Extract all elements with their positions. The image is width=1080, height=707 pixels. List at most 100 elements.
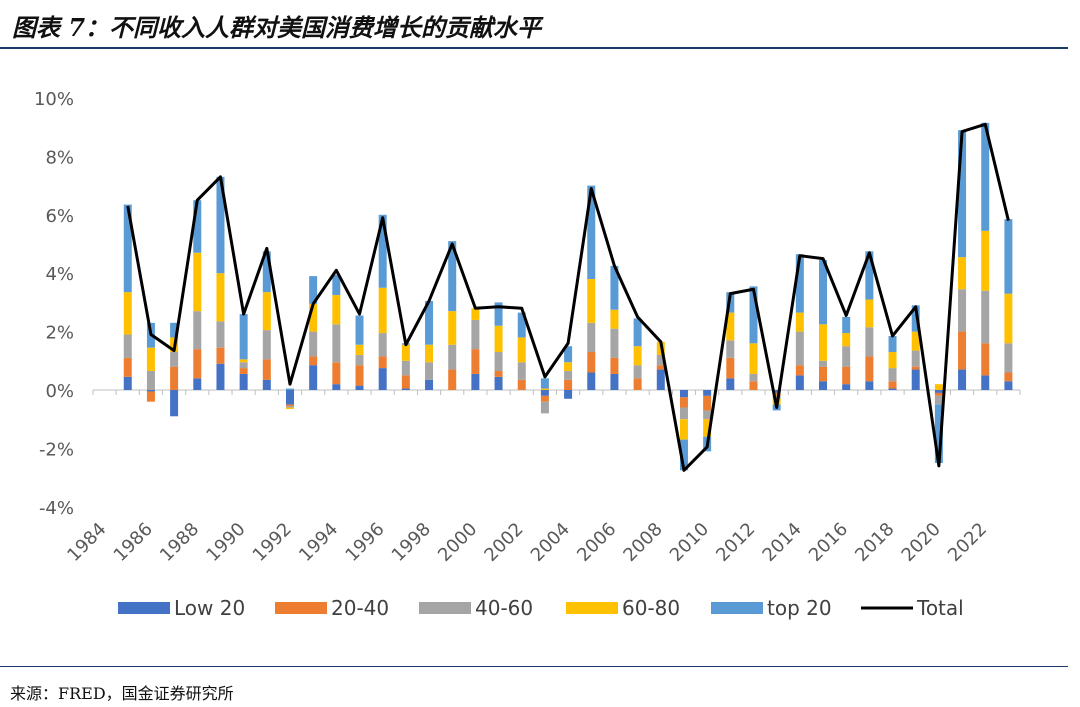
bar-segment	[934, 384, 943, 390]
bar-segment	[540, 390, 549, 396]
bar-segment	[633, 346, 642, 366]
bar-segment	[216, 347, 225, 364]
bar-segment	[703, 419, 712, 437]
bar-segment	[123, 334, 132, 358]
x-tick-label: 1996	[341, 519, 388, 566]
bar-segment	[656, 354, 665, 366]
bar-segment	[564, 390, 573, 399]
bar-segment	[842, 333, 851, 347]
bar-segment	[819, 366, 828, 382]
bar-segment	[1004, 372, 1013, 382]
bar-segment	[888, 388, 897, 390]
bar-segment	[262, 379, 271, 390]
bar-segment	[958, 369, 967, 390]
x-tick-label: 2004	[527, 519, 574, 566]
bar-segment	[1004, 381, 1013, 390]
bar-segment	[517, 337, 526, 363]
bar-segment	[309, 331, 318, 357]
bar-segment	[540, 401, 549, 414]
bar-segment	[332, 384, 341, 390]
legend-label: 40-60	[475, 596, 533, 620]
bar-segment	[795, 331, 804, 366]
bar-segment	[564, 362, 573, 372]
bar-segment	[332, 362, 341, 385]
title-rule	[0, 47, 1068, 49]
legend-swatch	[711, 602, 763, 614]
bar-segment	[679, 419, 688, 440]
bar-segment	[795, 312, 804, 332]
bar-segment	[726, 378, 735, 390]
bar-segment	[239, 373, 248, 390]
bar-segment	[494, 325, 503, 353]
bar-segment	[378, 287, 387, 334]
x-tick-label: 2020	[898, 519, 945, 566]
bar-segment	[981, 230, 990, 291]
bar-segment	[795, 365, 804, 376]
bar-segment	[772, 392, 781, 396]
bar-segment	[865, 251, 874, 300]
bar-segment	[285, 406, 294, 408]
figure-title: 图表 7：不同收入人群对美国消费增长的贡献水平	[12, 13, 542, 42]
bar-segment	[193, 349, 202, 379]
bar-segment	[564, 346, 573, 363]
bar-segment	[587, 352, 596, 373]
y-tick-label: 2%	[45, 323, 74, 344]
bar-segment	[888, 352, 897, 369]
bar-segment	[981, 290, 990, 344]
bar-segment	[865, 356, 874, 382]
bar-segment	[540, 378, 549, 389]
bar-segment	[819, 381, 828, 390]
bar-segment	[494, 302, 503, 326]
source-rule	[0, 666, 1068, 667]
bar-segment	[795, 375, 804, 390]
bar-segment	[911, 369, 920, 390]
bar-segment	[170, 322, 179, 338]
bar-segment	[193, 200, 202, 253]
bar-segment	[656, 369, 665, 390]
x-tick-label: 2000	[434, 519, 481, 566]
bar-segment	[146, 391, 155, 402]
bar-segment	[425, 344, 434, 363]
bar-segment	[888, 368, 897, 382]
bar-segment	[146, 347, 155, 372]
y-tick-label: 0%	[45, 381, 74, 402]
bar-segment	[170, 366, 179, 390]
bar-segment	[239, 314, 248, 360]
bar-segment	[193, 252, 202, 312]
bar-segment	[656, 365, 665, 370]
bar-segment	[587, 372, 596, 390]
legend-swatch	[118, 602, 170, 614]
bar-segment	[355, 385, 364, 390]
bar-segment	[911, 366, 920, 370]
bar-segment	[170, 390, 179, 417]
bar-segment	[981, 122, 990, 231]
bar-segment	[401, 360, 410, 376]
bar-segment	[123, 376, 132, 390]
bar-segment	[679, 390, 688, 398]
bar-segment	[934, 390, 943, 393]
y-tick-label: -2%	[39, 439, 74, 460]
bar-segment	[819, 324, 828, 361]
bar-segment	[355, 315, 364, 345]
x-tick-label: 1990	[202, 519, 249, 566]
bar-segment	[749, 286, 758, 344]
bar-segment	[216, 321, 225, 348]
bar-segment	[425, 379, 434, 390]
bar-segment	[540, 388, 549, 390]
bar-segment	[888, 381, 897, 389]
bar-segment	[401, 388, 410, 390]
bar-segment	[378, 356, 387, 369]
bar-segment	[564, 379, 573, 390]
bar-segment	[749, 381, 758, 390]
bar-segment	[332, 274, 341, 296]
bar-segment	[193, 311, 202, 350]
bar-segment	[610, 328, 619, 358]
bar-segment	[726, 312, 735, 341]
bar-segment	[587, 322, 596, 353]
bar-segment	[471, 373, 480, 390]
bar-segment	[401, 344, 410, 361]
bar-segment	[587, 185, 596, 280]
bar-segment	[448, 344, 457, 370]
bar-segment	[123, 292, 132, 335]
bar-segment	[981, 375, 990, 390]
